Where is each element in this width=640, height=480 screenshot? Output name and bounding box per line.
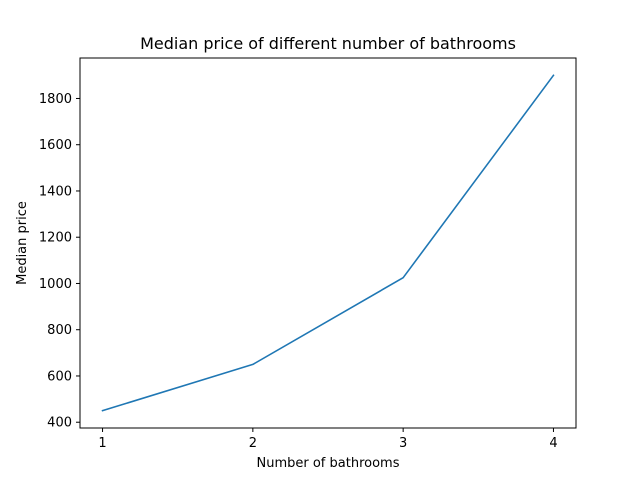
y-tick-label: 1800	[39, 92, 72, 107]
series-layer	[101, 74, 555, 412]
y-tick-label: 800	[47, 323, 72, 338]
x-axis-label: Number of bathrooms	[257, 456, 400, 471]
x-axis-ticks: 1 2 3 4	[98, 428, 558, 451]
x-tick-label: 4	[549, 436, 557, 451]
x-tick-label: 2	[249, 436, 257, 451]
x-tick-label: 3	[399, 436, 407, 451]
series-line	[101, 74, 555, 412]
chart-title: Median price of different number of bath…	[140, 34, 516, 53]
plot-frame	[79, 57, 577, 429]
y-tick-label: 600	[47, 369, 72, 384]
y-tick-label: 1000	[39, 277, 72, 292]
y-tick-label: 1200	[39, 231, 72, 246]
y-axis-ticks: 400 600 800 1000 1200 1400 1600 1800	[39, 92, 80, 431]
y-tick-label: 1400	[39, 184, 72, 199]
y-tick-label: 1600	[39, 138, 72, 153]
x-tick-label: 1	[98, 436, 106, 451]
plot-area	[79, 57, 577, 429]
y-tick-label: 400	[47, 416, 72, 431]
y-axis-label: Median price	[15, 201, 30, 285]
